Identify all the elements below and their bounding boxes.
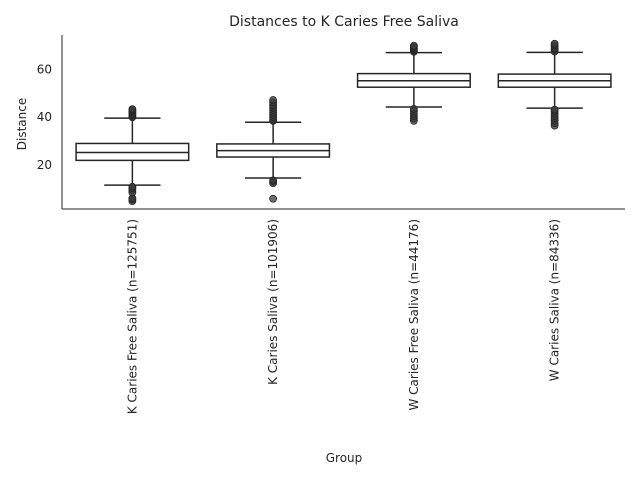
chart-title: Distances to K Caries Free Saliva (229, 14, 459, 30)
x-tick-label: K Caries Saliva (n=101906) (266, 219, 280, 385)
outlier-point (269, 96, 278, 104)
outlier-point (128, 182, 137, 191)
box-4 (497, 39, 612, 130)
outlier-point (269, 176, 278, 185)
y-tick-label: 40 (37, 110, 52, 124)
y-tick-labels: 20 40 60 (37, 63, 52, 172)
y-tick-label: 20 (37, 158, 52, 172)
x-tick-labels: K Caries Free Saliva (n=125751) K Caries … (125, 219, 561, 414)
outlier-point (550, 105, 559, 114)
outlier-point (550, 39, 559, 48)
box-1 (75, 105, 190, 206)
box-3 (356, 41, 471, 125)
x-tick-label: W Caries Saliva (n=84336) (548, 219, 562, 381)
x-tick-label: K Caries Free Saliva (n=125751) (125, 219, 139, 414)
x-axis-label: Group (326, 451, 363, 465)
axes (61, 35, 625, 210)
outlier-point (269, 194, 278, 203)
x-tick-label: W Caries Free Saliva (n=44176) (407, 219, 421, 411)
outlier-point (409, 104, 418, 113)
y-axis-label: Distance (15, 98, 29, 150)
box-2 (216, 96, 331, 203)
y-tick-label: 60 (37, 63, 52, 77)
outlier-point (409, 41, 418, 50)
outlier-point (128, 105, 137, 114)
boxes-group (75, 39, 612, 206)
